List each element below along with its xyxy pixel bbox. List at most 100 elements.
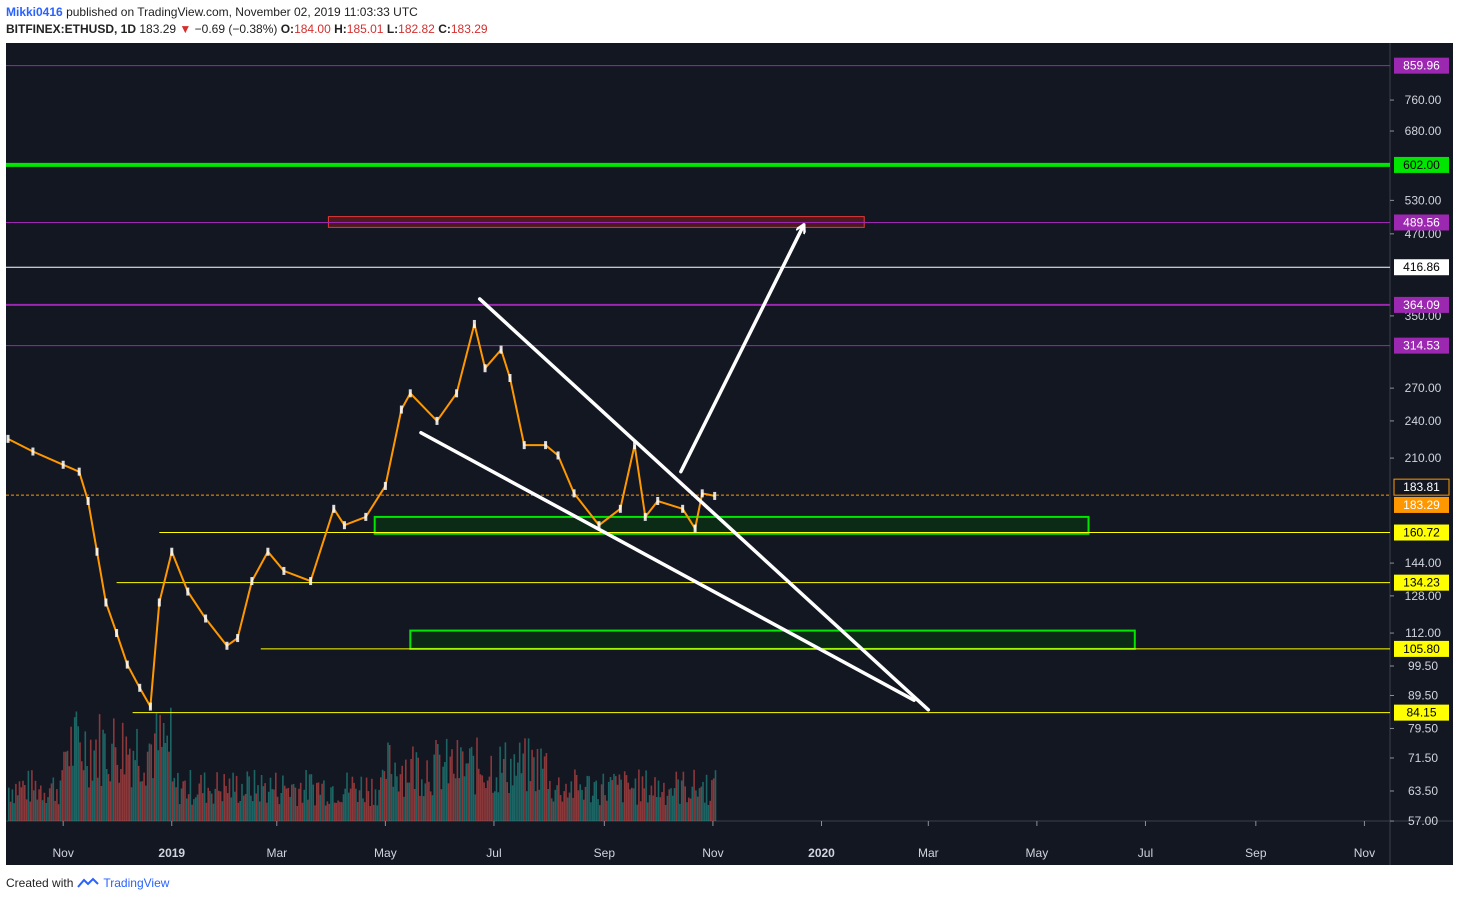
volume-bar	[161, 746, 163, 821]
volume-bar	[116, 764, 119, 821]
volume-bar	[148, 743, 151, 821]
volume-bar	[449, 756, 452, 821]
volume-bar	[218, 790, 220, 821]
volume-bar	[463, 776, 466, 821]
volume-bar	[24, 785, 26, 821]
price-label-text: 859.96	[1403, 59, 1440, 73]
price-candle	[236, 634, 240, 643]
volume-bar	[540, 748, 542, 821]
volume-bar	[50, 783, 53, 821]
price-label-box	[1394, 259, 1449, 276]
volume-bar	[18, 781, 21, 821]
volume-bar	[504, 742, 507, 821]
volume-bar	[714, 770, 717, 821]
volume-bar	[424, 783, 427, 821]
price-candle	[250, 577, 254, 586]
volume-bar	[565, 783, 567, 821]
annotations-layer	[419, 225, 931, 712]
volume-bar	[20, 787, 23, 821]
volume-bar	[292, 784, 295, 821]
levels-layer	[6, 65, 1390, 714]
volume-bar	[175, 787, 177, 821]
tradingview-link[interactable]: TradingView	[103, 876, 170, 890]
price-label-text: 134.23	[1403, 576, 1440, 590]
volume-bar	[93, 750, 95, 821]
price-candle	[700, 489, 704, 498]
chart-header: Mikki0416 published on TradingView.com, …	[6, 4, 488, 38]
price-label-box	[1394, 640, 1449, 657]
price-candle	[383, 481, 387, 490]
volume-bar	[689, 798, 692, 821]
volume-bar	[253, 769, 256, 821]
volume-bar	[77, 726, 79, 821]
price-candle	[499, 345, 503, 354]
volume-bar	[105, 769, 108, 821]
volume-bar	[180, 788, 183, 821]
volume-bar	[652, 795, 654, 821]
volume-bar	[358, 790, 361, 821]
y-tick-label: 63.50	[1408, 784, 1438, 798]
volume-bar	[102, 729, 104, 821]
volume-bar	[136, 728, 138, 821]
volume-bar	[702, 781, 704, 821]
volume-bar	[65, 751, 67, 821]
volume-bar	[344, 788, 346, 821]
volume-bar	[385, 778, 387, 821]
volume-bar	[170, 707, 172, 821]
volume-bar	[524, 738, 526, 821]
volume-bar	[583, 799, 585, 821]
plot-area[interactable]	[6, 43, 1390, 821]
volume-bar	[447, 783, 450, 821]
price-candle	[115, 629, 119, 638]
volume-bar	[380, 777, 382, 821]
symbol-line: BITFINEX:ETHUSD, 1D 183.29 ▼ −0.69 (−0.3…	[6, 21, 488, 38]
x-tick-label: Sep	[1245, 846, 1267, 860]
price-candle	[95, 547, 99, 556]
volume-bar	[72, 765, 74, 821]
price-candle	[86, 496, 90, 505]
volume-bar	[483, 782, 485, 821]
time-axis[interactable]	[6, 821, 1453, 865]
price-candle	[618, 504, 622, 513]
x-tick-label: Mar	[266, 846, 287, 860]
volume-bar	[301, 802, 304, 821]
volume-bar	[255, 793, 257, 821]
price-label-text: 602.00	[1403, 158, 1440, 172]
volume-bar	[129, 748, 131, 821]
volume-bar	[456, 740, 459, 821]
x-tick-label: May	[1026, 846, 1049, 860]
volume-bar	[221, 801, 224, 821]
price-label-text: 364.09	[1403, 298, 1440, 312]
volume-bar	[693, 769, 695, 821]
volume-bar	[682, 771, 685, 821]
volume-bar	[387, 742, 389, 821]
price-candle	[266, 547, 270, 556]
volume-bar	[627, 782, 630, 821]
volume-bar	[664, 805, 667, 821]
volume-bar	[590, 802, 592, 821]
volume-bar	[177, 772, 179, 821]
volume-bar	[451, 749, 453, 821]
author-link[interactable]: Mikki0416	[6, 5, 63, 19]
volume-bar	[162, 723, 165, 821]
volume-bar	[686, 802, 688, 821]
volume-bar	[114, 747, 117, 821]
volume-bar	[38, 789, 40, 821]
volume-bar	[342, 794, 345, 821]
volume-bar	[187, 794, 190, 821]
volume-bar	[645, 770, 647, 821]
volume-bar	[600, 784, 603, 821]
price-chart[interactable]: 760.00 680.00 530.00 470.00 350.00 270.00 240.…	[6, 43, 1453, 865]
volume-bar	[566, 797, 569, 821]
chart-canvas[interactable]: 760.00680.00530.00470.00350.00270.00240.…	[6, 43, 1453, 865]
breakout-arrow	[679, 225, 804, 474]
volume-bar	[15, 783, 17, 821]
volume-bar	[401, 765, 403, 821]
x-tick-label: Jul	[1138, 846, 1153, 860]
volume-bar	[203, 772, 206, 821]
volume-bar	[655, 797, 658, 821]
volume-bar	[502, 759, 505, 821]
volume-bar	[680, 780, 683, 821]
price-label-box	[1394, 156, 1449, 173]
y-tick-label: 79.50	[1408, 721, 1438, 735]
